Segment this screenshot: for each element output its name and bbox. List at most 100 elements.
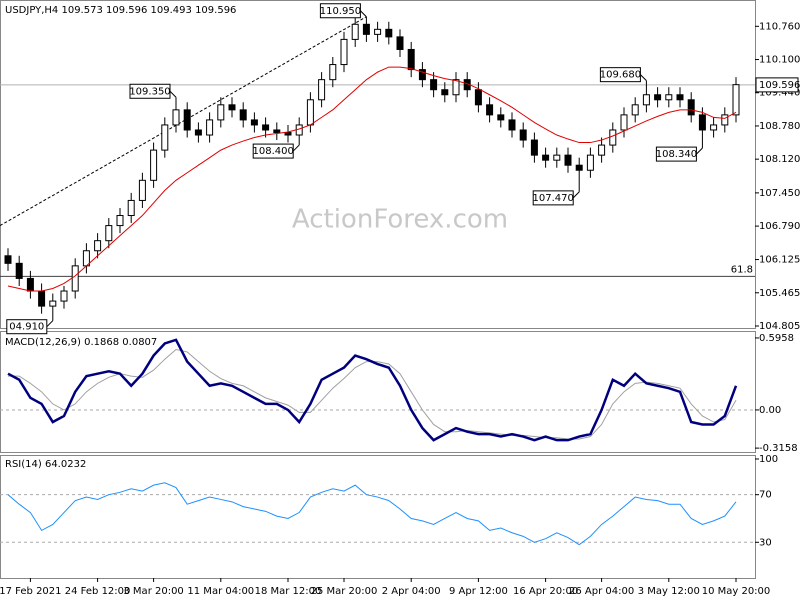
y-tick-label: 106.125 (759, 255, 800, 266)
candle-body (138, 179, 146, 201)
annotation-label: 109.680 (600, 70, 641, 81)
x-tick-label: 26 Apr 04:00 (569, 586, 634, 597)
candle-body (105, 225, 113, 242)
candle-body (273, 129, 281, 133)
candle-body (631, 104, 639, 116)
x-tick-label: 9 Apr 12:00 (449, 586, 508, 597)
candle-body (206, 119, 214, 136)
annotation-box (129, 83, 171, 99)
annotation-label: 110.950 (320, 6, 361, 17)
candle-body (642, 94, 650, 106)
candle-body (49, 300, 57, 307)
y-tick-label: 30 (759, 537, 772, 548)
annotation-label: 108.400 (253, 146, 294, 157)
chart-title: USDJPY,H4 109.573 109.596 109.493 109.59… (5, 5, 236, 16)
moving-average (7, 66, 737, 292)
annotation-box (655, 146, 697, 162)
x-tick-label: 11 Mar 04:00 (187, 586, 254, 597)
y-tick-label: 110.100 (759, 55, 800, 66)
annotation-box (6, 319, 48, 335)
candle-body (284, 131, 292, 136)
candle-body (71, 265, 79, 292)
y-tick-label: 104.805 (759, 321, 800, 332)
x-tick-label: 3 Mar 20:00 (123, 586, 183, 597)
annotation-label: 04.910 (9, 322, 44, 333)
candle-body (598, 144, 606, 156)
candle-body (620, 114, 628, 131)
x-tick-label: 18 Mar 12:00 (255, 586, 322, 597)
x-tick-label: 17 Feb 2021 (0, 586, 62, 597)
candle-body (228, 104, 236, 111)
annotation-leader (169, 90, 177, 98)
annotation-leader (572, 191, 580, 199)
x-tick-label: 16 Apr 20:00 (513, 586, 578, 597)
x-tick-label: 2 Apr 04:00 (382, 586, 441, 597)
candle-body (94, 240, 102, 252)
candle-body (542, 154, 550, 161)
candle-body (441, 89, 449, 96)
watermark: ActionForex.com (292, 205, 508, 235)
y-tick-label: 0.00 (759, 405, 781, 416)
candle-body (161, 124, 169, 151)
y-tick-label: 107.450 (759, 188, 800, 199)
candle-body (318, 79, 326, 101)
candle-body (239, 109, 247, 121)
annotation-leader (640, 74, 647, 82)
y-tick-label: -0.3158 (759, 443, 798, 454)
candle-body (721, 114, 729, 126)
candle-body (351, 23, 359, 40)
y-tick-label: 0.5958 (759, 333, 794, 344)
x-tick-label: 3 May 12:00 (638, 586, 700, 597)
candle-body (26, 277, 34, 292)
candle-body (15, 262, 23, 279)
annotation-leader (46, 320, 54, 328)
candle-body (452, 79, 460, 96)
candle-body (553, 154, 561, 161)
candle-body (575, 164, 583, 171)
y-tick-label: 108.120 (759, 154, 800, 165)
candle-body (474, 89, 482, 106)
candle-body (687, 99, 695, 116)
annotation-label: 107.470 (533, 193, 574, 204)
candle-body (127, 199, 135, 217)
price-label: 109.596 (759, 80, 800, 91)
candle-body (60, 290, 68, 302)
y-tick-label: 70 (759, 490, 772, 501)
candle-body (306, 99, 314, 126)
y-tick-label: 100 (759, 454, 778, 465)
candle-body (698, 114, 706, 131)
annotation-box (319, 3, 361, 19)
annotation-box (252, 143, 294, 159)
x-tick-label: 25 Mar 20:00 (311, 586, 378, 597)
y-tick-label: 109.440 (759, 88, 800, 99)
candle-body (194, 129, 202, 136)
candle-body (362, 23, 370, 35)
candle-body (150, 149, 158, 181)
x-tick-label: 10 May 20:00 (702, 586, 771, 597)
candle-body (385, 28, 393, 38)
annotation-leader (292, 144, 300, 152)
candle-body (586, 154, 594, 171)
candle-body (710, 124, 718, 131)
macd-title: MACD(12,26,9) 0.1868 0.0807 (5, 337, 157, 348)
candle-body (262, 124, 270, 131)
y-tick-label: 110.760 (759, 21, 800, 32)
y-tick-label: 105.465 (759, 288, 800, 299)
candle-body (430, 79, 438, 91)
y-tick-label: 106.790 (759, 221, 800, 232)
candle-body (609, 129, 617, 146)
x-tick-label: 24 Feb 12:00 (65, 586, 131, 597)
price-box (755, 77, 799, 93)
candle-body (407, 48, 415, 71)
candle-body (340, 38, 348, 66)
candle-body (665, 94, 673, 101)
candle-body (250, 119, 258, 126)
candle-body (654, 94, 662, 101)
candle-body (217, 104, 225, 121)
candle-body (497, 114, 505, 121)
candle-body (4, 255, 12, 264)
annotation-label: 108.340 (656, 149, 697, 160)
rsi-panel (0, 455, 756, 579)
macd-panel (0, 331, 756, 453)
